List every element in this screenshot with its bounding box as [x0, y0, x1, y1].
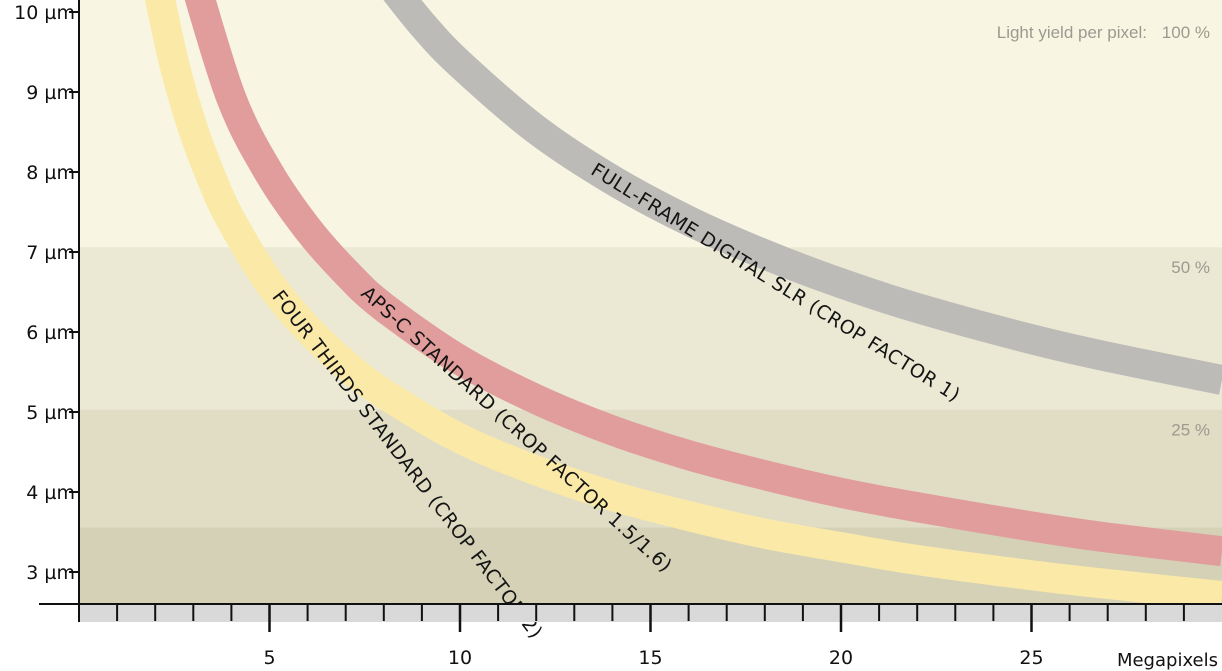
series-line: [144, 0, 1222, 604]
series-line: [383, 0, 1222, 395]
band-header-label: Light yield per pixel:: [997, 23, 1147, 42]
x-tick-label: 10: [448, 647, 472, 669]
y-tick-label: 6 µm: [26, 322, 75, 344]
axes: 5 10 15 20 25 3 µm 4 µm 5 µm 6 µm 7 µm 8 µm 9 µm 10 …: [14, 0, 1222, 669]
y-tick-label: 3 µm: [26, 562, 75, 584]
band-percent-label: 25 %: [1171, 421, 1210, 440]
x-tick-label: 20: [829, 647, 853, 669]
y-tick-label: 10 µm: [14, 2, 75, 24]
sensor-curves: [144, 0, 1222, 604]
y-tick-label: 5 µm: [26, 402, 75, 424]
band-percent-label: 100 %: [1162, 23, 1210, 42]
x-tick-label: 5: [263, 647, 275, 669]
x-tick-label: 25: [1019, 647, 1043, 669]
band-percent-label: 50 %: [1171, 258, 1210, 277]
y-tick-label: 4 µm: [26, 482, 75, 504]
x-tick-label: 15: [638, 647, 662, 669]
y-tick-label: 7 µm: [26, 242, 75, 264]
y-tick-label: 8 µm: [26, 162, 75, 184]
y-tick-label: 9 µm: [26, 82, 75, 104]
x-axis-title: Megapixels: [1117, 650, 1218, 671]
series-line: [184, 0, 1222, 567]
